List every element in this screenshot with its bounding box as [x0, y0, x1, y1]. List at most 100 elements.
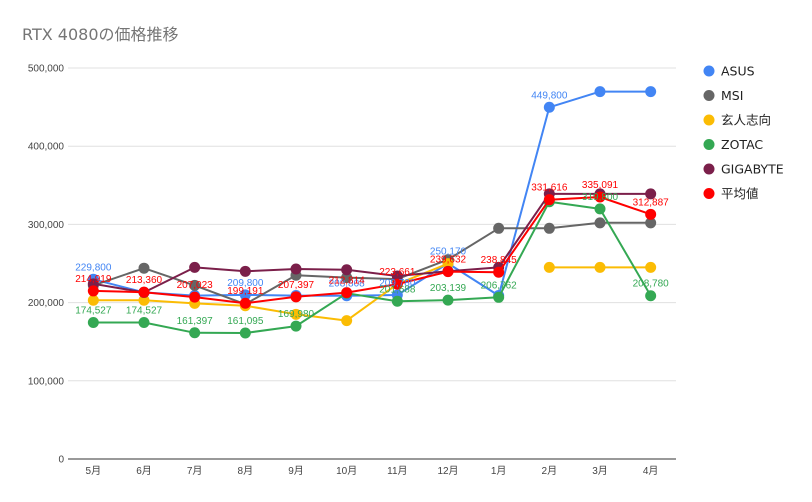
data-point: [391, 270, 403, 282]
data-label: 239,632: [430, 255, 467, 266]
data-point: [290, 291, 302, 303]
data-point: [493, 266, 505, 278]
data-point: [645, 86, 657, 98]
data-point: [645, 290, 657, 302]
y-tick-label: 300,000: [28, 220, 65, 231]
series-line: [93, 200, 652, 334]
data-point: [543, 261, 555, 273]
data-label: 174,527: [126, 306, 163, 317]
data-label: 161,397: [177, 316, 214, 327]
data-point: [87, 294, 99, 306]
data-point: [189, 279, 201, 291]
legend-item[interactable]: ZOTAC: [703, 137, 764, 152]
data-label: 223,661: [379, 267, 416, 278]
data-point: [341, 315, 353, 327]
legend-swatch: [703, 65, 715, 77]
data-point: [239, 327, 251, 339]
data-point: [341, 264, 353, 276]
data-label: 169,980: [278, 309, 315, 320]
data-point: [645, 217, 657, 229]
series-line: [93, 196, 652, 305]
data-point: [594, 86, 606, 98]
legend-item[interactable]: GIGABYTE: [703, 162, 784, 177]
data-point: [341, 272, 353, 284]
data-point: [290, 308, 302, 320]
data-point: [391, 295, 403, 307]
data-label: 161,095: [227, 316, 264, 327]
data-label: 238,845: [481, 255, 518, 266]
legend-label: GIGABYTE: [721, 162, 784, 177]
data-label: 209,800: [227, 278, 264, 289]
data-point: [594, 261, 606, 273]
data-label: 209,780: [379, 278, 416, 289]
x-tick-label: 6月: [136, 465, 152, 477]
data-label: 208,780: [633, 279, 670, 290]
data-point: [493, 222, 505, 234]
y-tick-label: 400,000: [28, 142, 65, 153]
series-group: [87, 86, 657, 339]
data-point: [290, 320, 302, 332]
legend-item[interactable]: MSI: [703, 88, 744, 103]
data-point: [138, 262, 150, 274]
data-label: 199,191: [227, 286, 264, 297]
legend-label: 玄人志向: [721, 113, 771, 128]
x-tick-label: 4月: [643, 465, 659, 477]
data-label: 203,139: [430, 283, 467, 294]
legend-item[interactable]: 玄人志向: [703, 113, 772, 128]
legend-label: ASUS: [721, 64, 755, 79]
data-label: 201,688: [379, 284, 416, 295]
data-point: [442, 294, 454, 306]
legend-label: ZOTAC: [721, 137, 763, 152]
data-point: [239, 289, 251, 301]
series-4: [87, 188, 657, 298]
data-point: [239, 265, 251, 277]
data-label: 335,091: [582, 180, 619, 191]
legend-swatch: [703, 163, 715, 175]
x-tick-label: 1月: [491, 465, 507, 477]
data-label: 449,800: [531, 90, 568, 101]
legend-item[interactable]: ASUS: [703, 64, 755, 79]
y-axis-ticks: 0 100,000 200,000 300,000 400,000 500,000: [28, 64, 65, 466]
data-point: [239, 297, 251, 309]
data-label: 250,170: [430, 246, 467, 257]
data-label: 312,887: [633, 197, 670, 208]
data-point: [543, 222, 555, 234]
data-point: [493, 291, 505, 303]
data-label: 214,919: [75, 274, 112, 285]
data-point: [341, 287, 353, 299]
data-label: 319,800: [582, 192, 619, 203]
legend[interactable]: ASUS MSI 玄人志向 ZOTAC GIGABYTE 平均値: [703, 64, 784, 202]
x-tick-label: 2月: [542, 465, 558, 477]
legend-item[interactable]: 平均値: [703, 186, 759, 201]
data-point: [138, 286, 150, 298]
data-point: [290, 263, 302, 275]
data-point: [138, 294, 150, 306]
data-label: 207,397: [278, 280, 315, 291]
chart-title: RTX 4080の価格推移: [22, 25, 179, 44]
data-point: [645, 188, 657, 200]
legend-label: MSI: [721, 88, 743, 103]
data-point: [189, 291, 201, 303]
x-tick-label: 9月: [288, 465, 304, 477]
series-line: [93, 90, 651, 297]
series-2: [87, 258, 657, 327]
x-tick-label: 7月: [187, 465, 203, 477]
legend-swatch: [703, 90, 715, 101]
series-line: [92, 221, 651, 306]
data-point: [87, 317, 99, 329]
data-point: [442, 266, 454, 278]
data-label: 213,360: [126, 275, 163, 286]
data-point: [138, 317, 150, 329]
data-label: 208,808: [329, 279, 366, 290]
y-tick-label: 0: [58, 455, 64, 466]
data-point: [594, 217, 606, 229]
data-label: 207,023: [177, 280, 214, 291]
data-point: [594, 203, 606, 215]
data-label: 212,814: [329, 276, 366, 287]
x-tick-label: 12月: [437, 465, 458, 477]
series-5: [87, 191, 657, 309]
legend-swatch: [703, 188, 715, 199]
x-tick-label: 11月: [387, 465, 407, 477]
